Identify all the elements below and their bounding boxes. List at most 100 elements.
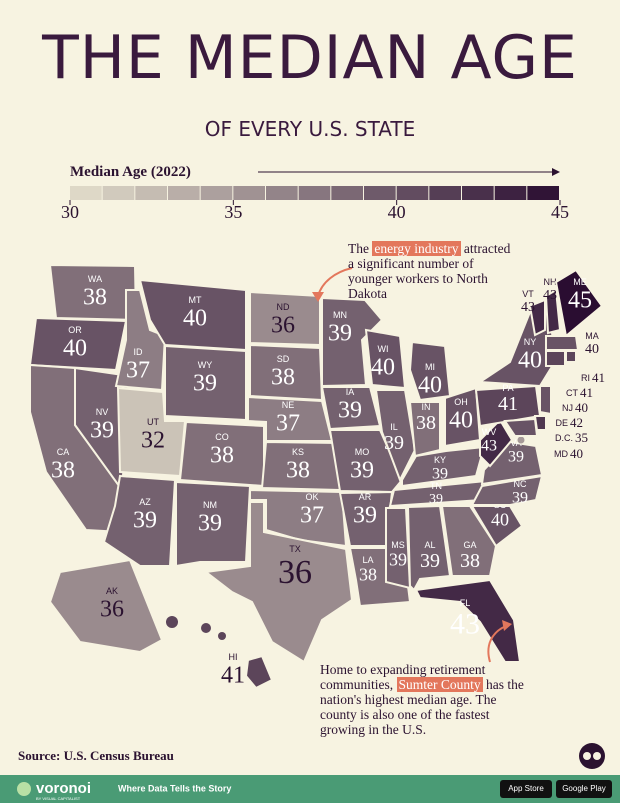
state (414, 578, 522, 663)
logo-circle (579, 743, 605, 769)
state (545, 335, 580, 351)
state-island (218, 632, 226, 640)
state-value: 39 (353, 502, 377, 528)
state-value: 41 (580, 385, 593, 400)
state (48, 558, 164, 654)
state-code: D.C. (555, 433, 573, 443)
state-code: IA (346, 387, 355, 397)
badge-label[interactable]: App Store (508, 784, 544, 793)
byline: BY VISUAL CAPITALIST (36, 796, 81, 801)
legend-tick-label: 40 (388, 202, 406, 222)
source: Source: U.S. Census Bureau (18, 748, 174, 763)
state-value: 38 (51, 457, 75, 483)
state-code: TX (289, 544, 301, 554)
legend-tick-label: 30 (61, 202, 79, 222)
legend-swatch (168, 186, 200, 200)
annotation: Home to expanding retirement communities… (320, 662, 525, 737)
state-value: 39 (338, 397, 362, 423)
state-code: OH (454, 397, 468, 407)
state-code: AL (424, 540, 435, 550)
state-value: 39 (193, 370, 217, 396)
state-value: 40 (491, 509, 509, 529)
logo-icon (579, 743, 605, 769)
state (545, 350, 566, 367)
badge-label[interactable]: Google Play (562, 784, 606, 793)
state-island (201, 623, 211, 633)
state-code: MS (391, 540, 405, 550)
state-code: DE (555, 418, 568, 428)
state-value: 36 (100, 596, 124, 622)
legend-swatch (527, 186, 559, 200)
state-value: 45 (568, 287, 592, 313)
state-value: 40 (449, 407, 473, 433)
state-code: AR (359, 492, 372, 502)
state-value: 39 (508, 449, 524, 466)
tagline: Where Data Tells the Story (118, 783, 231, 793)
state-value: 41 (498, 393, 518, 415)
state-code: MI (425, 362, 435, 372)
state-value: 38 (416, 412, 436, 434)
state-value: 37 (300, 502, 324, 528)
state (528, 298, 546, 337)
state (406, 504, 452, 592)
state-value: 36 (278, 554, 312, 591)
state (244, 654, 274, 690)
legend-tick-label: 45 (551, 202, 569, 222)
state-value: 40 (570, 446, 583, 461)
state-value: 39 (198, 510, 222, 536)
state-code: VT (522, 289, 534, 299)
state-value: 41 (221, 662, 245, 688)
state (539, 385, 552, 416)
state (385, 507, 412, 590)
state-code: RI (581, 373, 590, 383)
state-code: ME (573, 277, 587, 287)
state-value: 39 (420, 550, 440, 572)
legend-arrowhead (552, 168, 560, 176)
state-value: 40 (585, 342, 599, 357)
state-code: AZ (139, 497, 151, 507)
state-code: IL (390, 422, 398, 432)
state-code: PA (502, 383, 513, 393)
state-value: 43 (521, 300, 535, 315)
state-value: 37 (276, 410, 300, 436)
state-code: KS (292, 447, 304, 457)
state (102, 474, 177, 567)
annotation-text: The (348, 241, 373, 256)
state-code: HI (229, 652, 238, 662)
state-value: 37 (126, 357, 150, 383)
state-value: 39 (350, 457, 374, 483)
state (364, 328, 407, 390)
state-value: 38 (210, 442, 234, 468)
legend-swatch (135, 186, 167, 200)
legend: 30 35 40 45 (61, 186, 569, 222)
legend-title: Median Age (2022) (70, 164, 191, 180)
legend-swatch (200, 186, 233, 200)
state-code: AK (106, 586, 118, 596)
state-value: 40 (418, 372, 442, 398)
brand-mark (17, 782, 31, 796)
annotation-arrowhead (312, 292, 324, 302)
state-value: 43 (481, 438, 497, 455)
state-code: ND (277, 302, 290, 312)
state-value: 38 (271, 364, 295, 390)
state-value: 39 (328, 320, 352, 346)
state (203, 501, 354, 664)
annotation-arrow (487, 625, 507, 663)
state-value: 39 (90, 417, 114, 443)
state-code: NJ (562, 403, 573, 413)
state-code: SD (277, 354, 290, 364)
state-code: OR (68, 325, 82, 335)
state (408, 401, 441, 458)
state (114, 289, 167, 392)
google-play-badge[interactable] (556, 780, 612, 798)
state (470, 474, 544, 506)
legend-swatch (266, 186, 298, 200)
legend-swatch (233, 186, 265, 200)
legend-swatch (396, 186, 429, 200)
state-value: 38 (460, 550, 480, 572)
app-store-badge[interactable] (500, 780, 552, 798)
state-value: 39 (429, 492, 443, 507)
state (516, 435, 526, 445)
state-code: NY (524, 337, 537, 347)
